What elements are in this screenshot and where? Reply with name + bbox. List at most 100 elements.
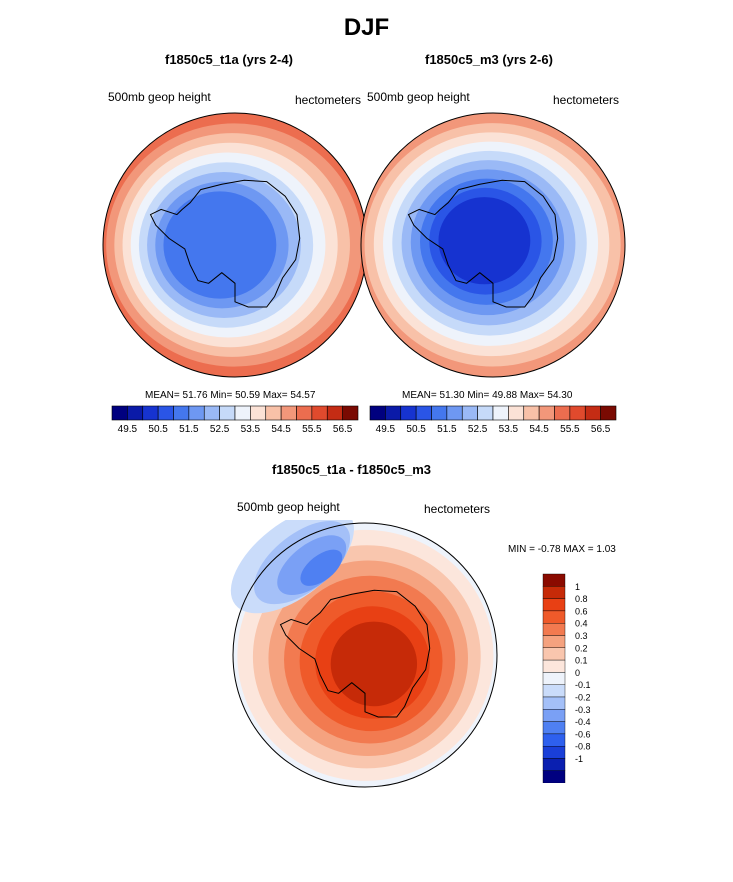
cbar1-tick-label-7: 56.5 bbox=[333, 424, 353, 435]
map1-contours bbox=[103, 113, 367, 377]
map3-map-border bbox=[232, 522, 498, 788]
cbar2-tick-label-6: 55.5 bbox=[560, 424, 580, 435]
cbar2-box-12 bbox=[554, 405, 571, 421]
cbar2-box-9 bbox=[508, 405, 525, 421]
panel-3-colorbar-box-10 bbox=[542, 696, 566, 710]
cbar2-box-1 bbox=[385, 405, 402, 421]
cbar2-tick-label-1: 50.5 bbox=[406, 424, 426, 435]
panel-3-colorbar-box-3 bbox=[542, 610, 566, 624]
panel-3-colorbar-tick-label-11: -0.4 bbox=[575, 717, 591, 727]
map1-antarctica-outline bbox=[149, 179, 301, 308]
cbar1-tick-label-6: 55.5 bbox=[302, 424, 322, 435]
panel-3-colorbar-box-11 bbox=[542, 709, 566, 722]
cbar1-box-1 bbox=[127, 405, 144, 421]
cbar2-tick-label-7: 56.5 bbox=[591, 424, 611, 435]
map3-neg-lobe-3 bbox=[300, 549, 343, 586]
map3-contours bbox=[230, 520, 497, 787]
panel-3-colorbar-tick-label-1: 0.8 bbox=[575, 594, 588, 604]
cbar1-box-6 bbox=[203, 405, 220, 421]
cbar1-box-14 bbox=[326, 405, 343, 421]
panel-3-max-label: MAX = bbox=[563, 544, 594, 555]
main-title: DJF bbox=[343, 14, 390, 41]
panel-3-colorbar: 1 0.8 0.6 0.4 0.3 0.2 0.1 0 -0.1 -0.2 -0.3 -0.4 -0.6… bbox=[542, 573, 591, 783]
cbar1-box-2 bbox=[142, 405, 159, 421]
panel-3-colorbar-tick-label-5: 0.2 bbox=[575, 643, 588, 653]
panel-1-min-label: Min= bbox=[210, 390, 233, 401]
panel-3-colorbar-tick-label-13: -0.8 bbox=[575, 742, 591, 752]
panel-3-colorbar-tick-label-7: 0 bbox=[575, 668, 580, 678]
panel-2-min-label: Min= bbox=[467, 390, 490, 401]
panel-1-mean-value: 51.76 bbox=[182, 390, 208, 401]
panel-1-map bbox=[102, 112, 368, 378]
map3-antarctica-outline bbox=[279, 589, 431, 718]
cbar1-box-8 bbox=[234, 405, 251, 421]
panel-3-title: f1850c5_t1a - f1850c5_m3 bbox=[272, 462, 432, 477]
cbar1-tick-label-0: 49.5 bbox=[118, 424, 138, 435]
panel-3-colorbar-box-9 bbox=[542, 684, 566, 698]
panel-3-colorbar-box-2 bbox=[542, 598, 566, 612]
panel-3-colorbar-box-1 bbox=[542, 586, 566, 599]
panel-1-max-value: 54.57 bbox=[290, 390, 316, 401]
panel-3-colorbar-tick-label-9: -0.2 bbox=[575, 693, 591, 703]
map3-ring-6 bbox=[330, 621, 418, 707]
panel-1-left-label: 500mb geop height bbox=[108, 90, 211, 104]
cbar1-box-3 bbox=[157, 405, 174, 421]
map2-antarctica-outline bbox=[407, 179, 559, 308]
cbar1-tick-label-4: 53.5 bbox=[241, 424, 261, 435]
cbar1-box-11 bbox=[280, 405, 297, 421]
cbar2-box-2 bbox=[400, 405, 417, 421]
map2-map-border bbox=[360, 112, 626, 378]
cbar2-tick-label-3: 52.5 bbox=[468, 424, 488, 435]
cbar1-box-5 bbox=[188, 405, 205, 421]
panel-3-colorbar-tick-label-8: -0.1 bbox=[575, 680, 591, 690]
panel-3-colorbar-box-0 bbox=[542, 573, 566, 587]
cbar1-box-12 bbox=[296, 405, 313, 421]
cbar1-box-0 bbox=[111, 405, 128, 421]
cbar2-box-4 bbox=[431, 405, 448, 421]
panel-3-colorbar-box-5 bbox=[542, 635, 566, 649]
panel-3-colorbar-box-8 bbox=[542, 672, 566, 685]
panel-1-stats: MEAN= 51.76 Min= 50.59 Max= 54.57 bbox=[145, 390, 315, 401]
cbar2-box-10 bbox=[523, 405, 540, 421]
cbar2-box-0 bbox=[369, 405, 386, 421]
cbar1-tick-label-1: 50.5 bbox=[148, 424, 168, 435]
panel-3-colorbar-tick-label-12: -0.6 bbox=[575, 729, 591, 739]
cbar2-box-13 bbox=[569, 405, 586, 421]
panel-1-max-label: Max= bbox=[262, 390, 288, 401]
panel-3-colorbar-box-6 bbox=[542, 647, 566, 661]
panel-1-colorbar: 49.5 50.5 51.5 52.5 53.5 54.5 55.5 56.5 bbox=[111, 405, 359, 435]
panel-2-mean-value: 51.30 bbox=[439, 390, 465, 401]
panel-2-max-value: 54.30 bbox=[547, 390, 573, 401]
panel-3-colorbar-tick-label-4: 0.3 bbox=[575, 631, 588, 641]
cbar1-box-15 bbox=[342, 405, 359, 421]
panel-3-colorbar-tick-label-14: -1 bbox=[575, 754, 583, 764]
panel-1-min-value: 50.59 bbox=[235, 390, 261, 401]
panel-3-colorbar-box-4 bbox=[542, 623, 566, 636]
cbar1-box-7 bbox=[219, 405, 236, 421]
panel-2-left-label: 500mb geop height bbox=[367, 90, 470, 104]
panel-2-right-label: hectometers bbox=[553, 93, 620, 107]
panel-3-stats: MIN = -0.78 MAX = 1.03 bbox=[508, 544, 616, 555]
panel-2-max-label: Max= bbox=[519, 390, 545, 401]
cbar2-tick-label-0: 49.5 bbox=[376, 424, 396, 435]
cbar2-box-5 bbox=[446, 405, 463, 421]
cbar2-tick-label-4: 53.5 bbox=[499, 424, 519, 435]
cbar2-box-14 bbox=[584, 405, 601, 421]
cbar2-box-7 bbox=[477, 405, 494, 421]
panel-3-colorbar-tick-label-6: 0.1 bbox=[575, 656, 588, 666]
map2-contours bbox=[361, 113, 625, 377]
panel-3-colorbar-tick-label-3: 0.4 bbox=[575, 619, 588, 629]
cbar1-tick-label-3: 52.5 bbox=[210, 424, 230, 435]
panel-3-colorbar-tick-label-10: -0.3 bbox=[575, 705, 591, 715]
cbar1-box-10 bbox=[265, 405, 282, 421]
cbar2-tick-label-2: 51.5 bbox=[437, 424, 457, 435]
panel-3-min-value: -0.78 bbox=[537, 544, 561, 555]
cbar1-box-4 bbox=[173, 405, 190, 421]
cbar1-box-9 bbox=[250, 405, 267, 421]
panel-3-right-label: hectometers bbox=[424, 502, 491, 516]
panel-2-mean-label: MEAN= bbox=[402, 390, 437, 401]
panel-3-max-value: 1.03 bbox=[596, 544, 616, 555]
cbar2-box-6 bbox=[461, 405, 478, 421]
panel-1-right-label: hectometers bbox=[295, 93, 362, 107]
panel-3-colorbar-box-7 bbox=[542, 659, 566, 673]
